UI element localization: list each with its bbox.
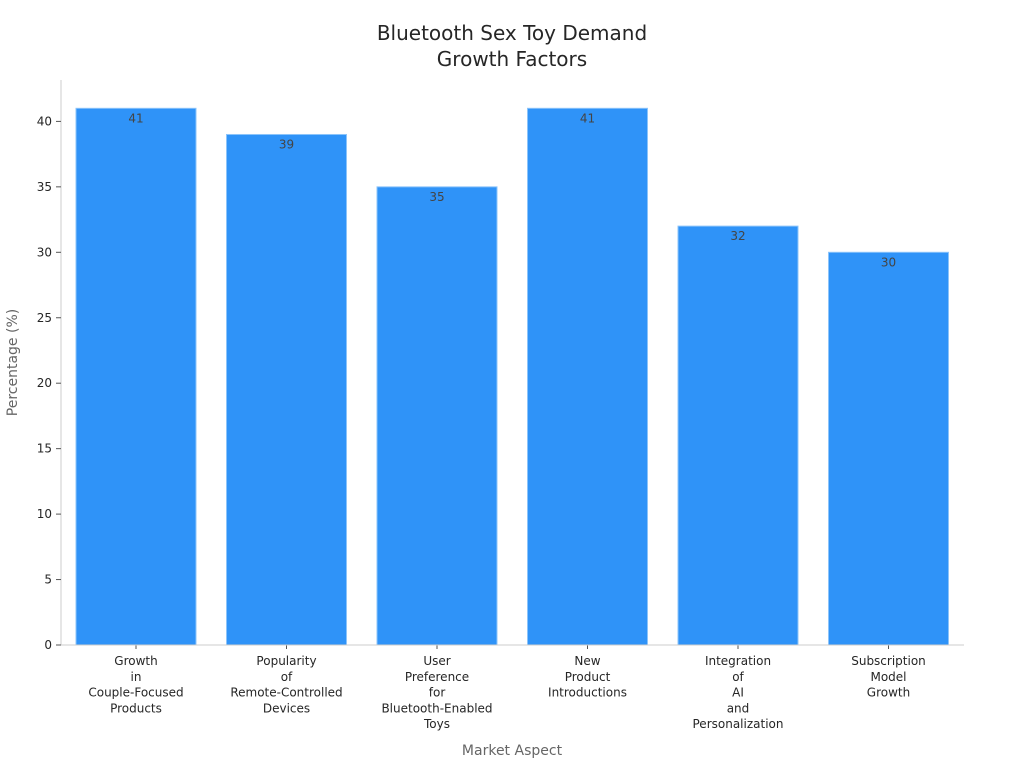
chart-title: Bluetooth Sex Toy Demand Growth Factors xyxy=(377,21,647,71)
x-tick-label-line: Preference xyxy=(405,670,469,684)
x-tick-label-line: Toys xyxy=(423,717,450,731)
x-tick-label-line: New xyxy=(574,654,600,668)
x-tick-label: Integration of AI and Personalization xyxy=(693,654,784,731)
chart-title-line: Growth Factors xyxy=(437,47,587,71)
bars-group: 41 39 35 41 32 30 xyxy=(75,107,949,646)
x-tick-label-line: Introductions xyxy=(548,686,627,700)
x-tick-label-line: for xyxy=(429,686,446,700)
x-tick-label-line: AI xyxy=(732,686,744,700)
y-tick-label: 0 xyxy=(44,638,52,652)
bar xyxy=(75,107,197,646)
y-tick-label: 35 xyxy=(37,180,52,194)
y-tick-label: 30 xyxy=(37,245,52,259)
x-tick-label-line: Product xyxy=(565,670,611,684)
y-tick-label: 40 xyxy=(37,114,52,128)
x-tick-label: Popularity of Remote-Controlled Devices xyxy=(230,654,342,715)
x-tick-label-line: Model xyxy=(870,670,906,684)
x-axis: Growth in Couple-Focused Products Popularity… xyxy=(61,644,964,731)
bar-value-label: 30 xyxy=(881,255,896,269)
bar-value-label: 32 xyxy=(730,229,745,243)
x-tick-label-line: Growth xyxy=(867,686,910,700)
x-tick-label-line: Subscription xyxy=(851,654,926,668)
x-tick-label-line: Growth xyxy=(114,654,157,668)
x-tick-label-line: Popularity xyxy=(256,654,316,668)
x-tick-label: Growth in Couple-Focused Products xyxy=(88,654,183,715)
x-tick-label-line: Remote-Controlled xyxy=(230,686,342,700)
x-tick-label-line: of xyxy=(281,670,293,684)
y-tick-label: 25 xyxy=(37,311,52,325)
bar xyxy=(226,133,347,646)
y-tick-label: 20 xyxy=(37,376,52,390)
x-tick-label: New Product Introductions xyxy=(548,654,627,700)
bar xyxy=(527,107,648,646)
x-tick-label-line: and xyxy=(727,701,750,715)
y-tick-label: 15 xyxy=(37,442,52,456)
x-tick-label-line: Devices xyxy=(263,701,310,715)
bar-value-label: 41 xyxy=(580,111,595,125)
y-axis: 0 5 10 15 20 25 30 35 40 xyxy=(37,80,62,652)
bar xyxy=(376,186,498,646)
y-tick-label: 10 xyxy=(37,507,52,521)
chart-title-line: Bluetooth Sex Toy Demand xyxy=(377,21,647,45)
x-tick-label: User Preference for Bluetooth-Enabled Toys xyxy=(381,654,492,731)
x-tick-label-line: Products xyxy=(110,701,162,715)
x-tick-label-line: Personalization xyxy=(693,717,784,731)
x-tick-label-line: in xyxy=(131,670,142,684)
y-tick-label: 5 xyxy=(44,573,52,587)
bar-value-label: 41 xyxy=(128,111,143,125)
x-tick-label-line: Bluetooth-Enabled xyxy=(381,701,492,715)
x-tick-label-line: User xyxy=(423,654,450,668)
x-tick-label-line: of xyxy=(732,670,744,684)
bar xyxy=(677,225,799,646)
bar-value-label: 39 xyxy=(279,137,294,151)
x-tick-label-line: Integration xyxy=(705,654,771,668)
y-axis-title: Percentage (%) xyxy=(5,309,21,416)
bar-value-label: 35 xyxy=(429,190,444,204)
x-tick-label-line: Couple-Focused xyxy=(88,686,183,700)
x-axis-title: Market Aspect xyxy=(462,743,563,759)
x-tick-label: Subscription Model Growth xyxy=(851,654,926,700)
bar xyxy=(828,251,949,646)
